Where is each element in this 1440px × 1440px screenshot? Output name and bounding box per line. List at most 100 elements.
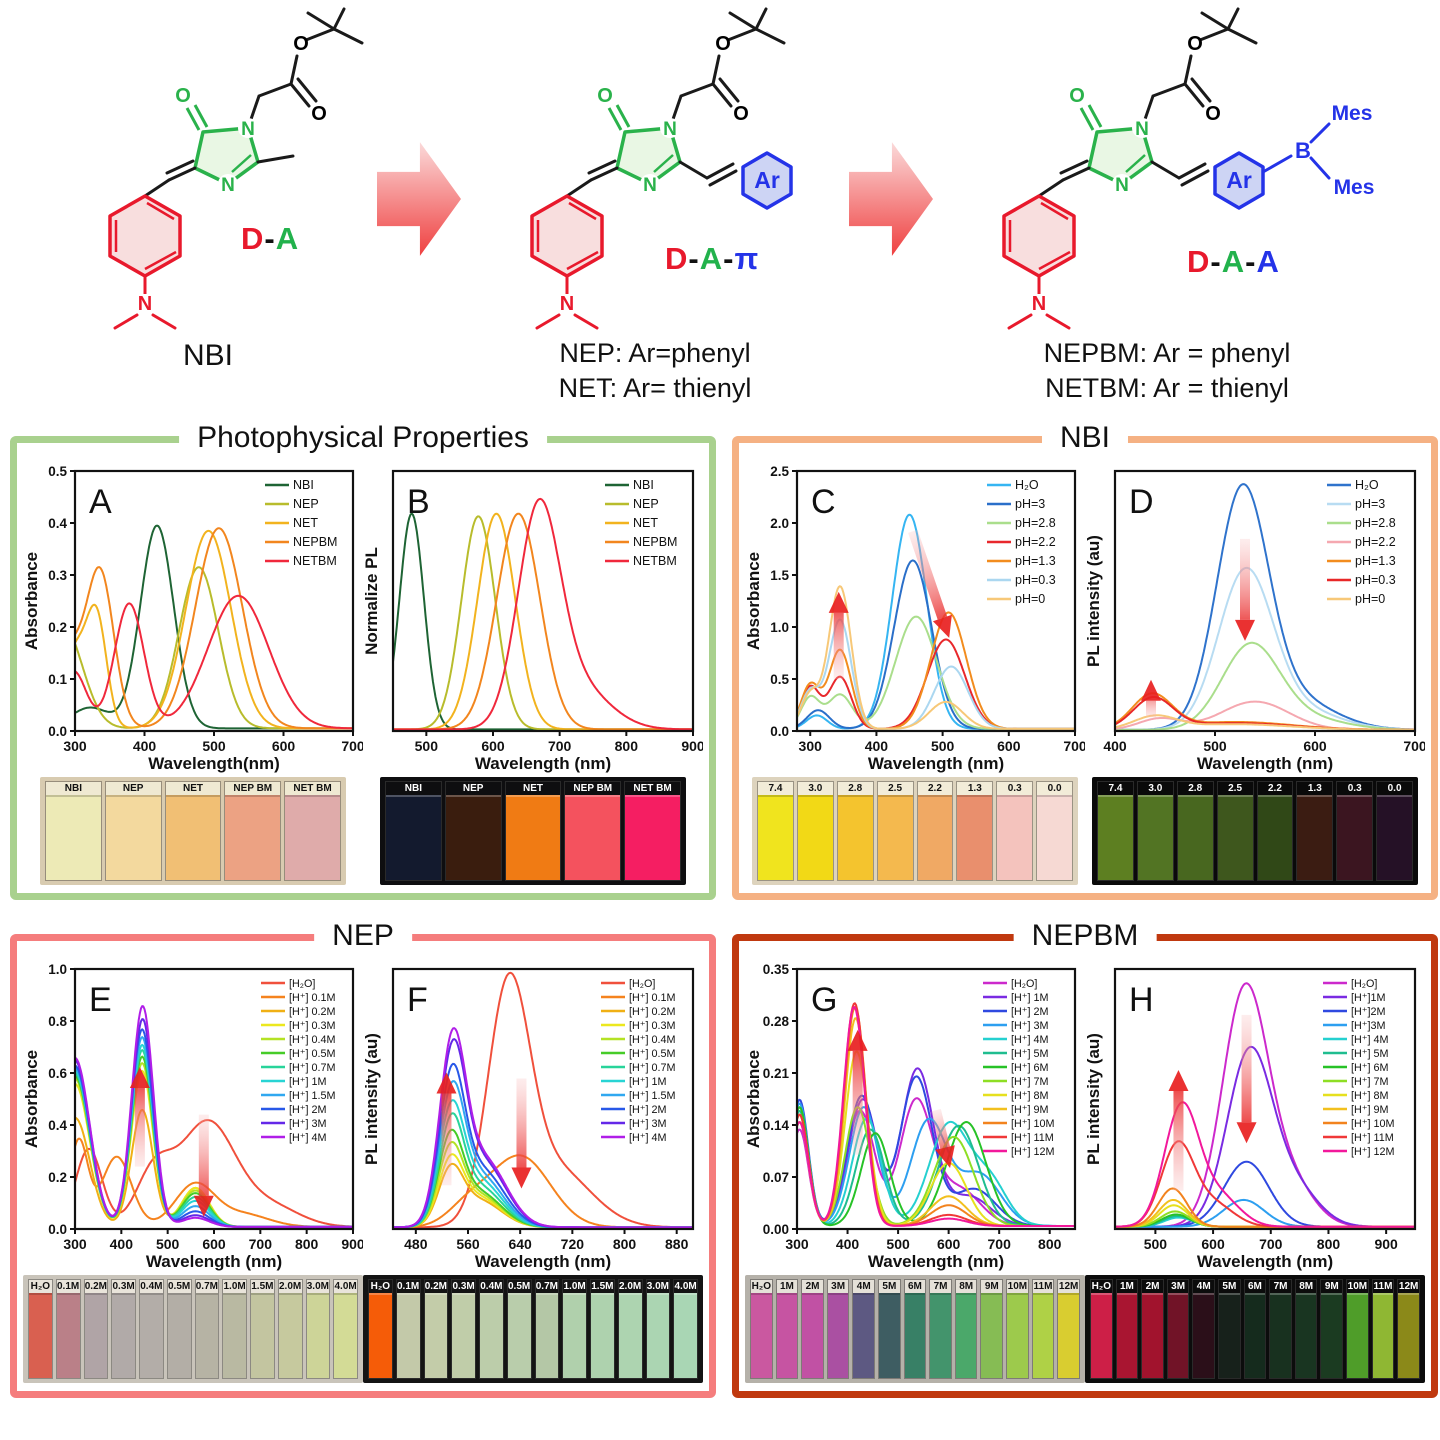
cuvette-label: 0.5M [508,1281,531,1293]
legend-label: [H⁺] 9M [1351,1104,1389,1116]
cuvette-liquid [591,1293,614,1379]
legend-label: NEP [293,497,319,511]
cuvette-liquid [827,1293,849,1379]
cuvette: 0.3 [1336,781,1374,882]
cuvette: 1.3 [956,781,994,882]
y-tick-label: 0.21 [763,1066,790,1081]
legend-label: NETBM [633,554,677,568]
panel-letter: G [811,981,837,1019]
trend-arrow [908,529,948,620]
figure-page: { "scheme": { "captions": ["NBI", "NEP: … [0,0,1440,1399]
cuvette: NET BM [284,781,341,882]
series-line [75,527,353,730]
cuvette-label: H₂O [29,1280,52,1294]
reaction-scheme: O O O N N N D-A NBI [0,0,1440,406]
x-tick-label: 880 [665,1236,689,1252]
ar-label: Ar [1226,167,1252,193]
x-tick-label: 500 [1203,738,1227,754]
cuvette-label: 3.0M [646,1281,669,1293]
reaction-arrow-icon [849,124,933,279]
x-tick-label: 500 [156,1236,180,1252]
cuvette-label: H₂O [1091,1281,1112,1293]
cuvette: NEP BM [564,781,622,882]
trend-arrow-head [932,614,952,639]
panel-letter: F [407,981,428,1019]
cuvette-liquid [837,795,873,881]
cuvette-label: 7.4 [1108,783,1123,795]
cuvette: 4.0M [333,1279,358,1380]
x-tick-label: 900 [341,1236,363,1252]
cuvette-liquid [1295,1293,1317,1379]
chart-panel-a: 300 400 500 600 700 0.0 0.1 0.2 0.3 0.4 0.5 Wavelen… [23,463,363,777]
cuvette: 7M [929,1279,952,1380]
cuvette-strip-e: H₂O 0.1M 0.2M 0.3M 0.4M 0.5M 0.7M 1.0M 1.5M 2.0M 3… [23,1275,363,1384]
formula-char: A [275,221,300,256]
cuvette-liquid [1142,1293,1163,1379]
cuvette: 1M [1115,1279,1139,1380]
cuvette-label: 8M [1299,1281,1314,1293]
cuvette-liquid [1321,1293,1343,1379]
y-tick-label: 0.0 [48,1222,67,1237]
y-tick-label: 0.3 [48,568,67,583]
cuvette: 0.0 [1036,781,1073,882]
cuvette-label: NEP [462,783,484,795]
imidazolone-ring [193,126,260,186]
chart-panel-b: 500 600 700 800 900 Wavelength (nm) Normalize … [363,463,703,777]
trend-arrow-head [847,1030,868,1052]
cuvette-label: 11M [1373,1281,1393,1293]
trend-arrow-head [1141,679,1161,701]
carbonyl-o-atom: O [1069,85,1085,107]
trend-arrow-head [193,1195,214,1217]
cuvette-liquid [957,795,993,881]
cuvette: 2M [1141,1279,1164,1380]
ring-n-atom: N [663,119,677,140]
cuvette-liquid [1217,795,1253,881]
cuvette-liquid [306,1293,330,1379]
cuvette-label: 4M [853,1280,875,1294]
legend-label: [H⁺] 1M [289,1076,327,1088]
cuvette-liquid [507,1293,531,1379]
cuvette-label: 12M [1398,1281,1419,1293]
cuvette-strip-g: H₂O 1M 2M 3M 4M 5M 6M 7M 8M 9M 10M 11M 12M [745,1275,1085,1384]
donor-acceptor-label: D-A [241,221,299,257]
cuvette-label: 0.5M [167,1280,191,1294]
boron-atom: B [1295,138,1311,163]
panel-letter: B [407,483,430,521]
caption-line: NET: Ar= thienyl [558,373,752,404]
cuvette: H₂O [1090,1279,1113,1380]
cuvette-liquid [1398,1293,1419,1379]
cuvette: 12M [1057,1279,1080,1380]
chart-panel-d: 400 500 600 700 Wavelength (nm) PL intensity … [1085,463,1425,777]
cuvette: 0.0 [1376,781,1413,882]
structure-nep-net: O O O N N N Ar D-A-π NEP: Ar=phenyl NET: … [465,6,845,406]
cuvette-label: 6M [904,1280,926,1294]
section-photophysical: Photophysical Properties 300 400 500 600 700… [10,421,716,901]
x-tick-label: 500 [415,738,439,754]
cuvette-liquid [674,1293,697,1379]
carbonyl-o-atom: O [597,85,613,107]
cuvette-label: 2.0M [278,1280,302,1294]
cuvette-liquid [1007,1293,1028,1379]
series-line [75,1005,353,1229]
structure-nep-net-drawing: O O O N N N Ar [530,7,793,330]
y-axis-label: PL intensity (au) [363,1033,381,1165]
cuvette-label: 11M [1032,1280,1054,1294]
x-axis-label: Wavelength (nm) [475,1252,611,1271]
legend-label: [H⁺] 0.4M [289,1034,336,1046]
cuvette-label: 0.2M [424,1281,447,1293]
trend-arrow-head [1168,1070,1189,1092]
y-tick-label: 2.0 [770,516,789,531]
cuvette: NET [504,781,562,882]
legend-label: [H⁺] 12M [1011,1146,1055,1158]
x-tick-label: 700 [249,1236,273,1252]
cuvette-liquid [879,1293,900,1379]
trend-arrow-head [436,1072,457,1094]
donor-benzene-ring [1002,194,1076,278]
pl-chart-d: 400 500 600 700 Wavelength (nm) PL intensity … [1085,470,1425,773]
cuvette: H₂O [368,1279,393,1380]
legend-label: [H⁺] 0.2M [629,1006,676,1018]
formula-char: D [665,241,689,276]
x-axis-label: Wavelength (nm) [1197,754,1333,773]
x-tick-label: 800 [1317,1236,1341,1252]
cuvette-label: 0.1M [397,1281,420,1293]
